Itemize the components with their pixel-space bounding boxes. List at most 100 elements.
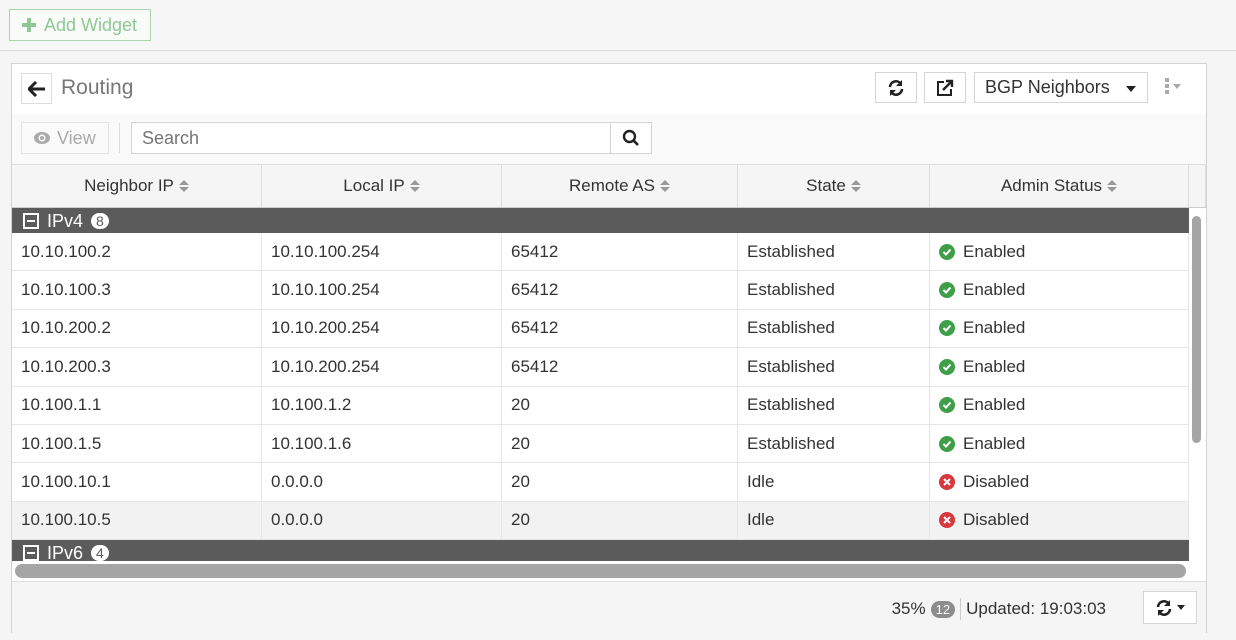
check-circle-icon	[939, 397, 955, 414]
cell-text: Established	[747, 356, 835, 376]
cell-text: Enabled	[963, 395, 1026, 415]
table-cell: 10.100.10.1	[12, 463, 262, 501]
table-cell: Enabled	[930, 386, 1189, 424]
cell-text: 65412	[511, 280, 559, 300]
table-cell: 0.0.0.0	[262, 463, 502, 501]
table-cell: 20	[502, 463, 738, 501]
table-cell: Enabled	[930, 233, 1189, 271]
table-cell: 10.100.1.1	[12, 386, 262, 424]
cell-text: 10.10.200.3	[21, 356, 111, 376]
plus-icon	[22, 18, 36, 32]
cell-text: 10.100.1.2	[271, 395, 352, 415]
table-row[interactable]: 10.10.100.3 10.10.100.254 65412 Established…	[12, 271, 1189, 310]
refresh-icon	[1156, 599, 1172, 616]
table-cell: 10.100.1.5	[12, 424, 262, 463]
table-cell: Established	[738, 233, 930, 271]
view-button[interactable]: View	[21, 122, 109, 154]
sort-icon	[660, 180, 670, 192]
cell-text: 10.10.200.2	[21, 318, 111, 338]
widget-footer: 35% 12 Updated: 19:03:03	[12, 581, 1206, 633]
column-header[interactable]: Local IP	[262, 165, 502, 207]
column-label: State	[806, 176, 846, 195]
column-label: Admin Status	[1000, 176, 1103, 195]
table-cell: 10.10.200.254	[262, 309, 502, 348]
view-type-dropdown[interactable]: BGP Neighbors	[974, 72, 1148, 103]
column-header[interactable]: Remote AS	[502, 165, 738, 207]
column-label: Neighbor IP	[84, 176, 174, 195]
cell-text: 10.10.200.254	[271, 356, 380, 376]
group-count: 8	[91, 212, 109, 229]
arrow-left-icon	[27, 80, 45, 97]
table-cell: 10.100.1.2	[262, 386, 502, 424]
collapse-icon[interactable]	[23, 212, 39, 229]
vertical-scrollbar[interactable]	[1192, 216, 1201, 443]
open-external-button[interactable]	[924, 72, 966, 103]
table-cell: Idle	[738, 501, 930, 540]
table-cell: Established	[738, 348, 930, 386]
cell-text: Disabled	[963, 472, 1030, 492]
search-button[interactable]	[610, 122, 652, 154]
back-button[interactable]	[21, 73, 52, 104]
search-input[interactable]	[131, 122, 611, 154]
group-label: IPv6	[47, 542, 84, 561]
caret-down-icon	[1173, 83, 1181, 89]
table-row[interactable]: 10.100.1.5 10.100.1.6 20 Established Enabled	[12, 424, 1189, 464]
refresh-button[interactable]	[875, 72, 917, 103]
table-cell: 10.10.100.254	[262, 233, 502, 271]
table-cell: Established	[738, 386, 930, 424]
collapse-icon[interactable]	[23, 544, 39, 561]
add-widget-button[interactable]: Add Widget	[9, 9, 151, 41]
table-cell: Enabled	[930, 348, 1189, 386]
sort-icon	[1107, 180, 1118, 192]
table-cell: 10.10.100.2	[12, 233, 262, 271]
column-header[interactable]: Neighbor IP	[12, 165, 262, 207]
table-cell: Enabled	[930, 271, 1189, 309]
external-link-icon	[937, 79, 954, 96]
group-count: 4	[91, 544, 109, 561]
percent-label: 35%	[891, 599, 926, 618]
cell-text: 10.10.200.254	[271, 318, 380, 338]
cell-text: 20	[511, 433, 530, 453]
sort-icon	[178, 180, 189, 192]
cell-text: Enabled	[963, 280, 1026, 300]
horizontal-scrollbar[interactable]	[15, 564, 1186, 578]
search-icon	[622, 129, 639, 146]
table-row[interactable]: 10.100.10.5 0.0.0.0 20 Idle Disabled	[12, 501, 1189, 541]
add-widget-label: Add Widget	[44, 14, 138, 35]
auto-refresh-button[interactable]	[1143, 591, 1197, 624]
table-cell: 10.10.100.254	[262, 271, 502, 309]
cell-text: 10.100.1.1	[21, 395, 102, 415]
table-row[interactable]: 10.10.200.3 10.10.200.254 65412 Established…	[12, 348, 1189, 387]
count-badge: 12	[930, 600, 956, 618]
table-cell: Disabled	[930, 463, 1189, 501]
cell-text: 65412	[511, 241, 559, 261]
more-menu-button[interactable]	[1165, 78, 1181, 94]
table-row[interactable]: 10.10.200.2 10.10.200.254 65412 Established…	[12, 309, 1189, 349]
table-cell: Established	[738, 309, 930, 348]
table-row[interactable]: 10.100.1.1 10.100.1.2 20 Established Enabled	[12, 386, 1189, 425]
column-header[interactable]: Admin Status	[930, 165, 1189, 207]
table-cell: 20	[502, 386, 738, 424]
x-circle-icon	[939, 474, 955, 491]
header-spacer	[1189, 165, 1206, 207]
cell-text: 20	[511, 510, 530, 530]
table-row[interactable]: 10.100.10.1 0.0.0.0 20 Idle Disabled	[12, 463, 1189, 502]
check-circle-icon	[939, 320, 955, 337]
cell-text: 20	[511, 395, 530, 415]
table-cell: 10.10.200.254	[262, 348, 502, 386]
table-row[interactable]: 10.10.100.2 10.10.100.254 65412 Established…	[12, 233, 1189, 272]
group-label: IPv4	[47, 210, 84, 231]
dashboard-toolbar: Add Widget	[0, 0, 1236, 51]
cell-text: 10.10.100.2	[21, 241, 111, 261]
table-cell: 10.10.200.2	[12, 309, 262, 348]
cell-text: Established	[747, 241, 835, 261]
group-row[interactable]: IPv4 8	[12, 208, 1189, 233]
check-circle-icon	[939, 282, 955, 299]
cell-text: Established	[747, 318, 835, 338]
group-row[interactable]: IPv6 4	[12, 540, 1189, 561]
table-cell: 10.10.200.3	[12, 348, 262, 386]
column-header[interactable]: State	[738, 165, 930, 207]
table-cell: 20	[502, 424, 738, 463]
cell-text: 10.10.100.3	[21, 280, 111, 300]
table-cell: 10.100.1.6	[262, 424, 502, 463]
